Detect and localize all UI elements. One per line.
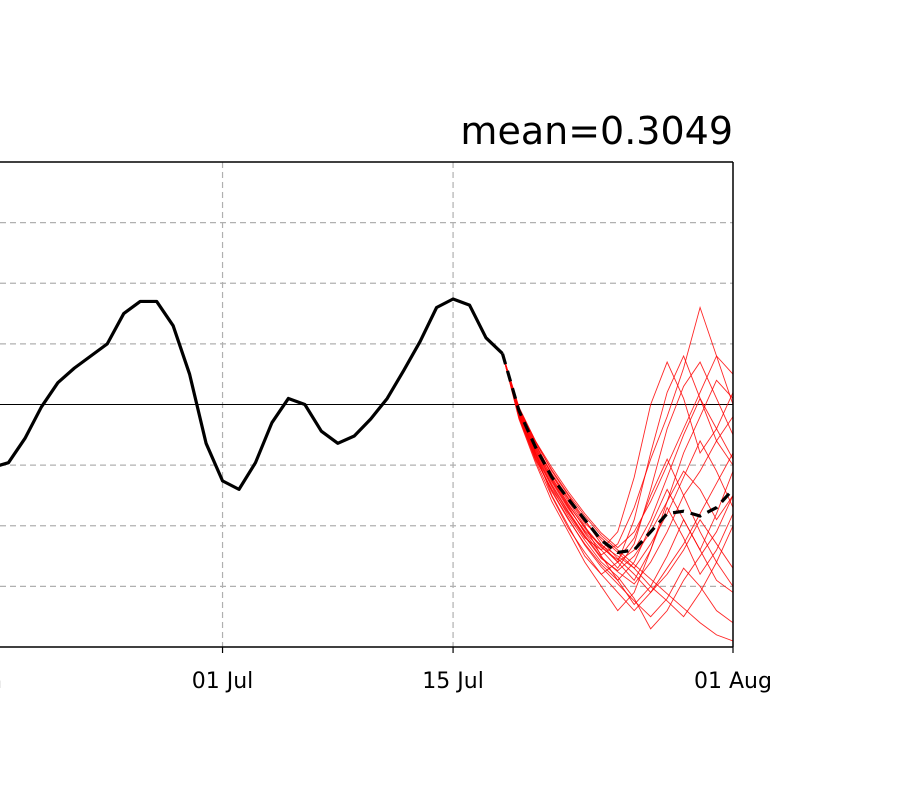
x-ticks-layer: 01 Jul 15 Jul 01 Aug n (0, 647, 772, 694)
x-tick-label: 01 Aug (694, 669, 772, 694)
ensemble-member-line (502, 353, 733, 585)
axes-frame-layer (0, 161, 734, 648)
ensemble-member-line (502, 305, 733, 556)
observed-line (0, 297, 504, 491)
x-tick-label: 01 Jul (192, 669, 254, 694)
ensemble-member-line (502, 353, 733, 606)
x-tick-label-partial: n (0, 669, 2, 694)
observed-series-layer (0, 297, 504, 491)
ensemble-member-line (502, 353, 733, 642)
ensemble-member-line (502, 353, 733, 618)
ensemble-member-line (502, 353, 733, 612)
ensemble-member-line (502, 353, 733, 581)
ensemble-member-line (502, 353, 733, 549)
chart-title: mean=0.3049 (460, 109, 733, 153)
ensemble-mean-layer (500, 353, 733, 555)
ensemble-mean-line (500, 353, 733, 555)
ensemble-member-line (502, 353, 733, 612)
ensemble-member-line (502, 353, 733, 624)
x-tick-label: 15 Jul (422, 669, 484, 694)
ensemble-member-line (502, 353, 733, 572)
ensemble-members-layer (502, 305, 733, 642)
ensemble-member-line (502, 353, 733, 630)
